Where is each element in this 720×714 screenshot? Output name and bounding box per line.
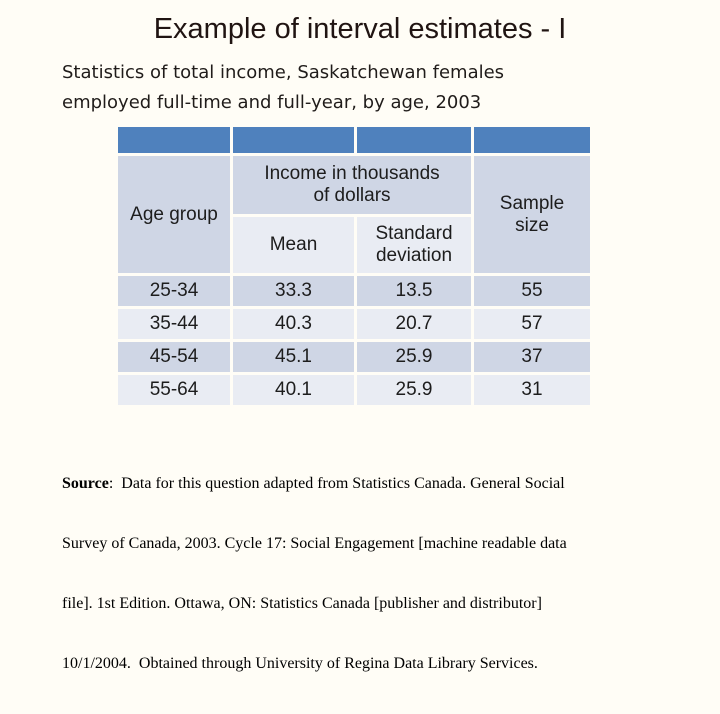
subtitle-line-2: employed full-time and full-year, by age…	[62, 92, 482, 113]
cell-std-dev: 20.7	[357, 309, 471, 339]
header-sample-size-label: Sample size	[499, 192, 565, 236]
source-note: Source: Data for this question adapted f…	[62, 434, 672, 714]
cell-age-group: 35-44	[118, 309, 230, 339]
subtitle-line-1: Statistics of total income, Saskatchewan…	[62, 62, 505, 83]
cell-mean: 33.3	[233, 276, 354, 306]
cell-std-dev: 25.9	[357, 375, 471, 405]
header-std-dev: Standard deviation	[357, 217, 471, 273]
cell-age-group: 25-34	[118, 276, 230, 306]
table-subheader-row: Mean Standard deviation	[118, 217, 590, 273]
table-header-row: Age group Income in thousands of dollars…	[118, 156, 590, 273]
header-income-group-label: Income in thousands of dollars	[264, 163, 440, 206]
header-age-group: Age group	[118, 156, 230, 273]
cell-age-group: 55-64	[118, 375, 230, 405]
presentation-slide: Example of interval estimates - I Statis…	[62, 13, 593, 672]
top-band-cell	[474, 127, 590, 153]
header-sample-size: Sample size	[474, 156, 590, 273]
cell-sample-size: 55	[474, 276, 590, 306]
slide-subtitle: Statistics of total income, Saskatchewan…	[62, 58, 504, 118]
header-mean: Mean	[233, 217, 354, 273]
cell-sample-size: 31	[474, 375, 590, 405]
source-line-1: Source: Data for this question adapted f…	[62, 475, 565, 492]
cell-age-group: 45-54	[118, 342, 230, 372]
cell-mean: 40.1	[233, 375, 354, 405]
table-row: 45-54 45.1 25.9 37	[118, 342, 590, 372]
source-label: Source	[62, 475, 109, 492]
top-band-cell	[118, 127, 230, 153]
source-line-4: 10/1/2004. Obtained through University o…	[62, 655, 538, 672]
header-income-group: Income in thousands of dollars	[233, 156, 471, 214]
cell-std-dev: 25.9	[357, 342, 471, 372]
table-top-band	[118, 127, 590, 153]
table-row: 25-34 33.3 13.5 55	[118, 276, 590, 306]
cell-mean: 40.3	[233, 309, 354, 339]
source-line-2: Survey of Canada, 2003. Cycle 17: Social…	[62, 535, 567, 552]
top-band-cell	[357, 127, 471, 153]
table-row: 55-64 40.1 25.9 31	[118, 375, 590, 405]
cell-sample-size: 37	[474, 342, 590, 372]
cell-sample-size: 57	[474, 309, 590, 339]
cell-mean: 45.1	[233, 342, 354, 372]
table-row: 35-44 40.3 20.7 57	[118, 309, 590, 339]
slide-title: Example of interval estimates - I	[153, 13, 567, 45]
source-line-3: file]. 1st Edition. Ottawa, ON: Statisti…	[62, 595, 542, 612]
cell-std-dev: 13.5	[357, 276, 471, 306]
statistics-table: Age group Income in thousands of dollars…	[115, 124, 593, 408]
top-band-cell	[233, 127, 354, 153]
